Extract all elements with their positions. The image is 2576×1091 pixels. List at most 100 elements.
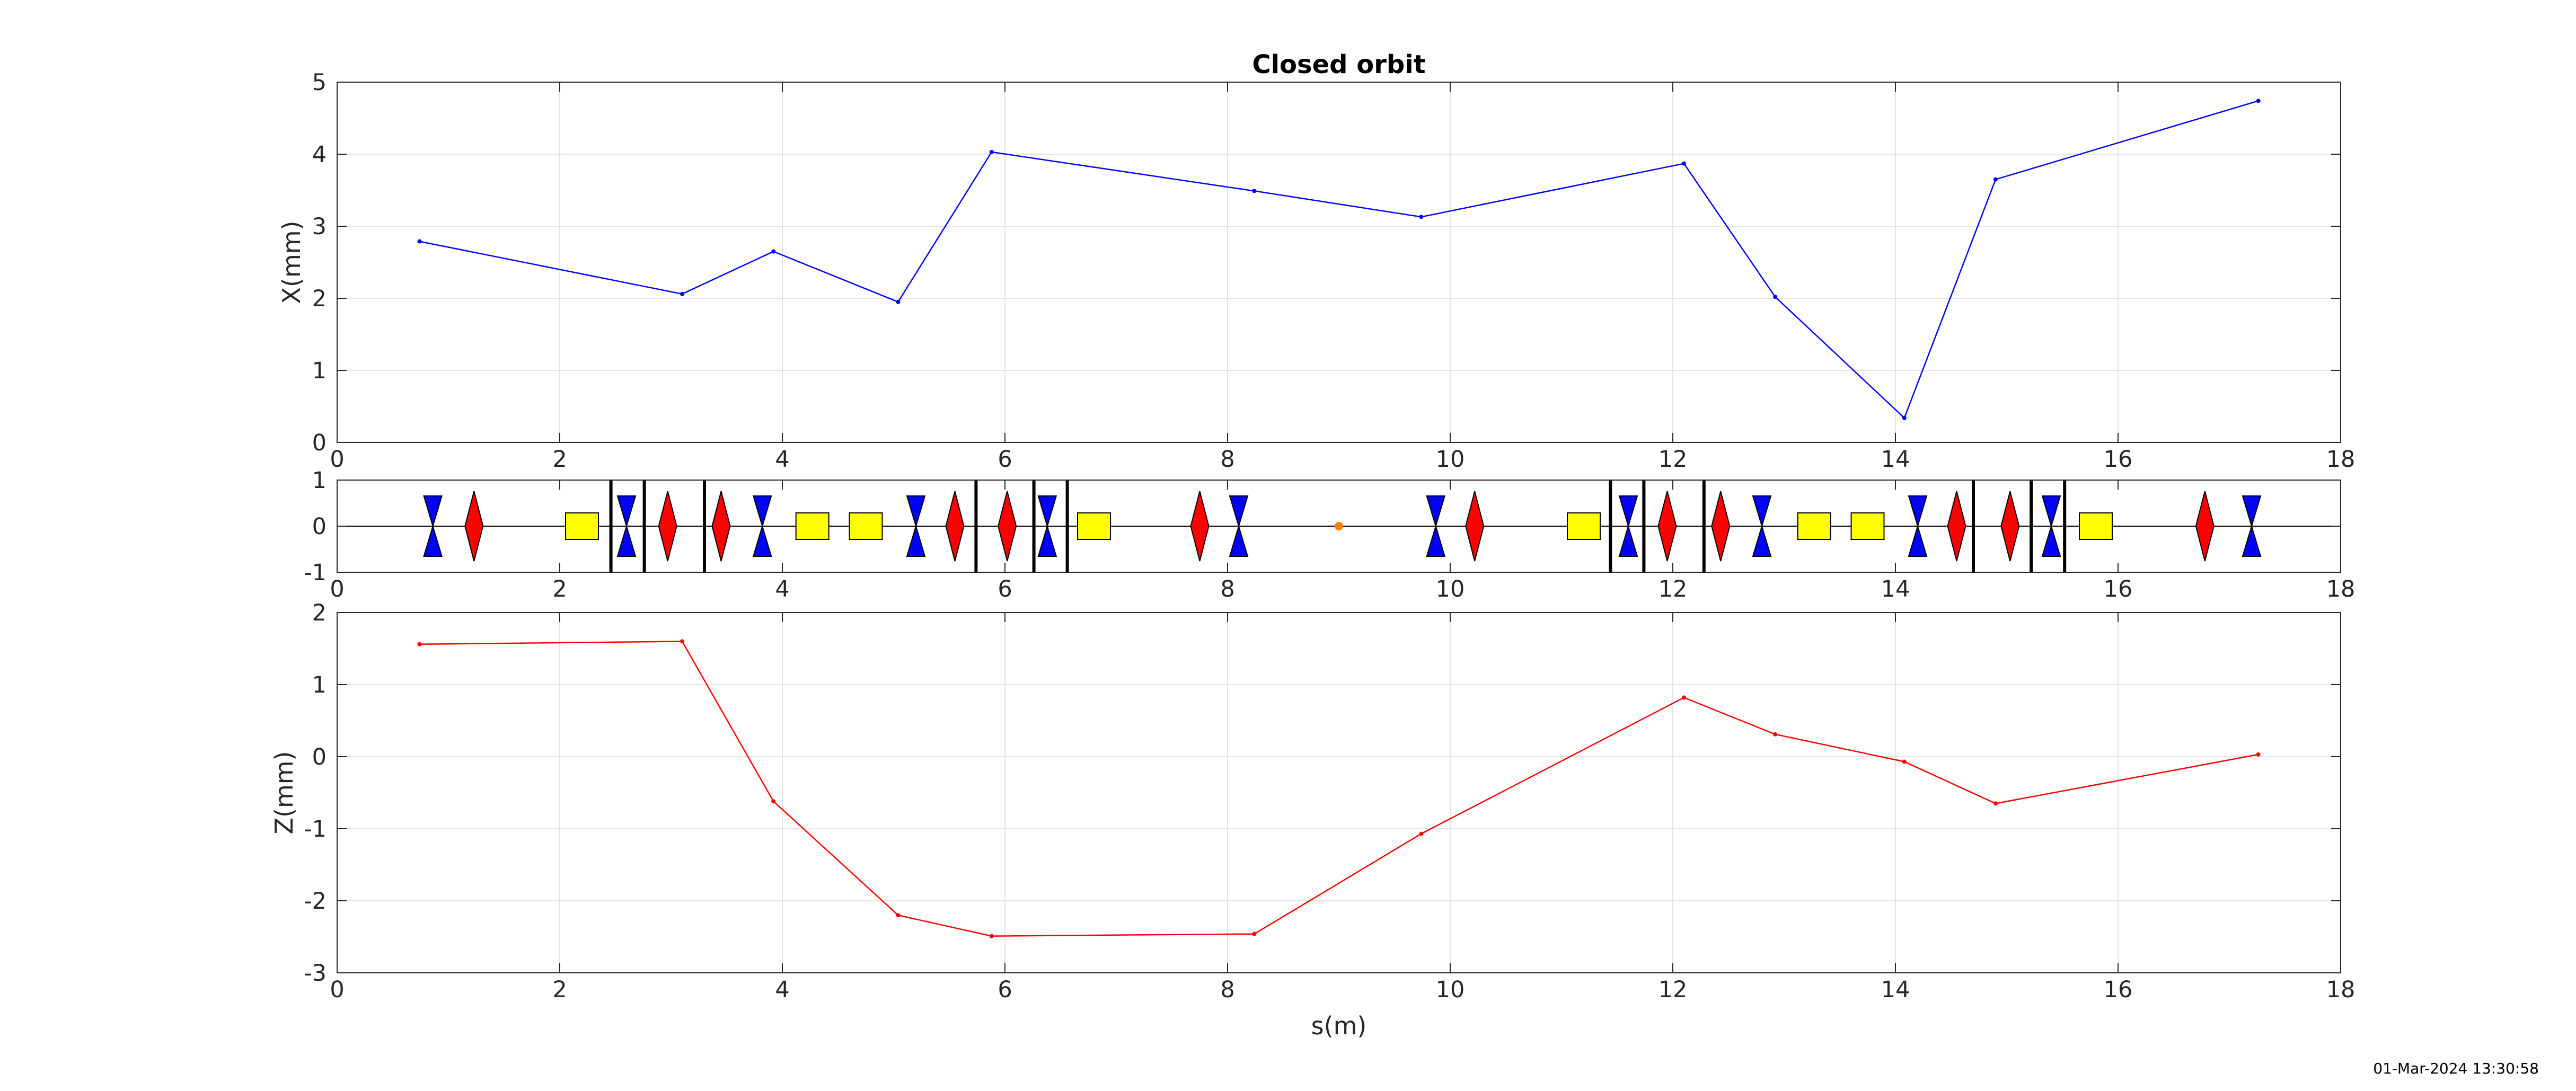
x-tick-label: 2 [552, 446, 567, 473]
x-tick-label: 0 [330, 977, 344, 1003]
data-point [1773, 295, 1778, 299]
plot-area [337, 613, 2341, 973]
plot-frame [337, 82, 2341, 443]
x-tick-label: 10 [1436, 446, 1465, 473]
y-tick-label: 1 [312, 358, 327, 384]
defocusing-quadrupole [711, 491, 731, 562]
series-x [417, 99, 2261, 420]
focusing-quadrupole [1229, 495, 1249, 557]
focusing-quadrupole [1752, 495, 1772, 557]
sextupole [565, 512, 599, 540]
data-point [1902, 759, 1907, 764]
plot-area [337, 82, 2341, 442]
data-point [1252, 932, 1257, 936]
data-point [989, 934, 994, 938]
data-point [896, 913, 901, 918]
x-tick-label: 16 [2104, 446, 2133, 473]
data-point [1993, 177, 1998, 182]
defocusing-quadrupole [1190, 491, 1210, 562]
y-tick-label: 4 [312, 141, 327, 168]
plot-frame [337, 612, 2341, 973]
y-tick-label: 2 [312, 286, 327, 312]
lattice-elements [423, 480, 2262, 572]
data-point [1993, 801, 1998, 806]
data-point [1419, 831, 1424, 836]
data-point [771, 249, 776, 254]
y-tick-label: 0 [312, 744, 327, 770]
y-tick-label: 5 [312, 69, 327, 96]
x-tick-label: 10 [1436, 576, 1465, 602]
data-point [2256, 99, 2261, 103]
data-point [1682, 161, 1686, 166]
x-tick-label: 16 [2104, 977, 2133, 1003]
defocusing-quadrupole [945, 491, 965, 562]
lattice-plot: 0 2 4 6 8 10 12 14 16 18-101 [304, 467, 2355, 602]
x-tick-label: 8 [1220, 446, 1234, 473]
x-tick-label: 6 [998, 977, 1012, 1003]
x-tick-label: 12 [1658, 977, 1688, 1003]
defocusing-quadrupole [1657, 491, 1677, 562]
x-tick-label: 16 [2104, 576, 2133, 602]
y-tick-label: -2 [304, 888, 327, 915]
data-point [680, 639, 684, 644]
defocusing-quadrupole [2195, 491, 2215, 562]
orbit-line [419, 100, 2259, 419]
x-tick-label: 18 [2326, 977, 2356, 1003]
y-tick-label: 0 [312, 430, 327, 456]
focusing-quadrupole [1908, 495, 1928, 557]
x-tick-label: 2 [552, 576, 567, 602]
defocusing-quadrupole [658, 491, 677, 562]
timestamp: 01-Mar-2024 13:30:58 [2373, 1060, 2539, 1077]
defocusing-quadrupole [998, 491, 1017, 562]
x-tick-label: 4 [775, 446, 789, 473]
x-tick-label: 8 [1220, 576, 1234, 602]
data-point [896, 299, 901, 304]
x-tick-label: 4 [775, 576, 789, 602]
x-tick-label: 0 [330, 576, 344, 602]
y-axis-label: Z(mm) [270, 751, 298, 834]
sextupole [849, 512, 883, 540]
focusing-quadrupole [1618, 495, 1638, 557]
x-tick-label: 12 [1658, 446, 1688, 473]
sextupole [2079, 512, 2113, 540]
data-point [989, 149, 994, 154]
x-tick-label: 12 [1658, 576, 1688, 602]
x-tick-label: 8 [1220, 977, 1234, 1003]
sextupole [1567, 512, 1601, 540]
marker [1335, 522, 1343, 530]
sextupole [1077, 512, 1111, 540]
sextupole [795, 512, 830, 540]
data-point [680, 291, 684, 296]
data-point [417, 642, 422, 646]
y-axis-label: X(mm) [277, 220, 306, 304]
defocusing-quadrupole [464, 491, 484, 562]
x-tick-label: 10 [1436, 977, 1465, 1003]
defocusing-quadrupole [1465, 491, 1485, 562]
focusing-quadrupole [752, 495, 772, 557]
focusing-quadrupole [2242, 495, 2262, 557]
data-point [1902, 415, 1907, 420]
focusing-quadrupole [1037, 495, 1057, 557]
data-point [1682, 695, 1686, 700]
series-z [417, 639, 2261, 938]
orbit-line [419, 641, 2259, 937]
data-point [1419, 215, 1424, 219]
focusing-quadrupole [2041, 495, 2061, 557]
y-tick-label: 3 [312, 214, 327, 240]
data-point [1773, 732, 1778, 737]
defocusing-quadrupole [1947, 491, 1966, 562]
y-tick-label: 1 [312, 672, 327, 698]
focusing-quadrupole [1426, 495, 1446, 557]
defocusing-quadrupole [2000, 491, 2020, 562]
x-tick-label: 18 [2326, 446, 2356, 473]
y-tick-label: 0 [312, 513, 327, 540]
x-tick-label: 14 [1881, 977, 1910, 1003]
x-tick-label: 0 [330, 446, 344, 473]
ticks: 0 2 4 6 8 10 12 14 16 18-101 [304, 467, 2355, 602]
focusing-quadrupole [423, 495, 443, 557]
